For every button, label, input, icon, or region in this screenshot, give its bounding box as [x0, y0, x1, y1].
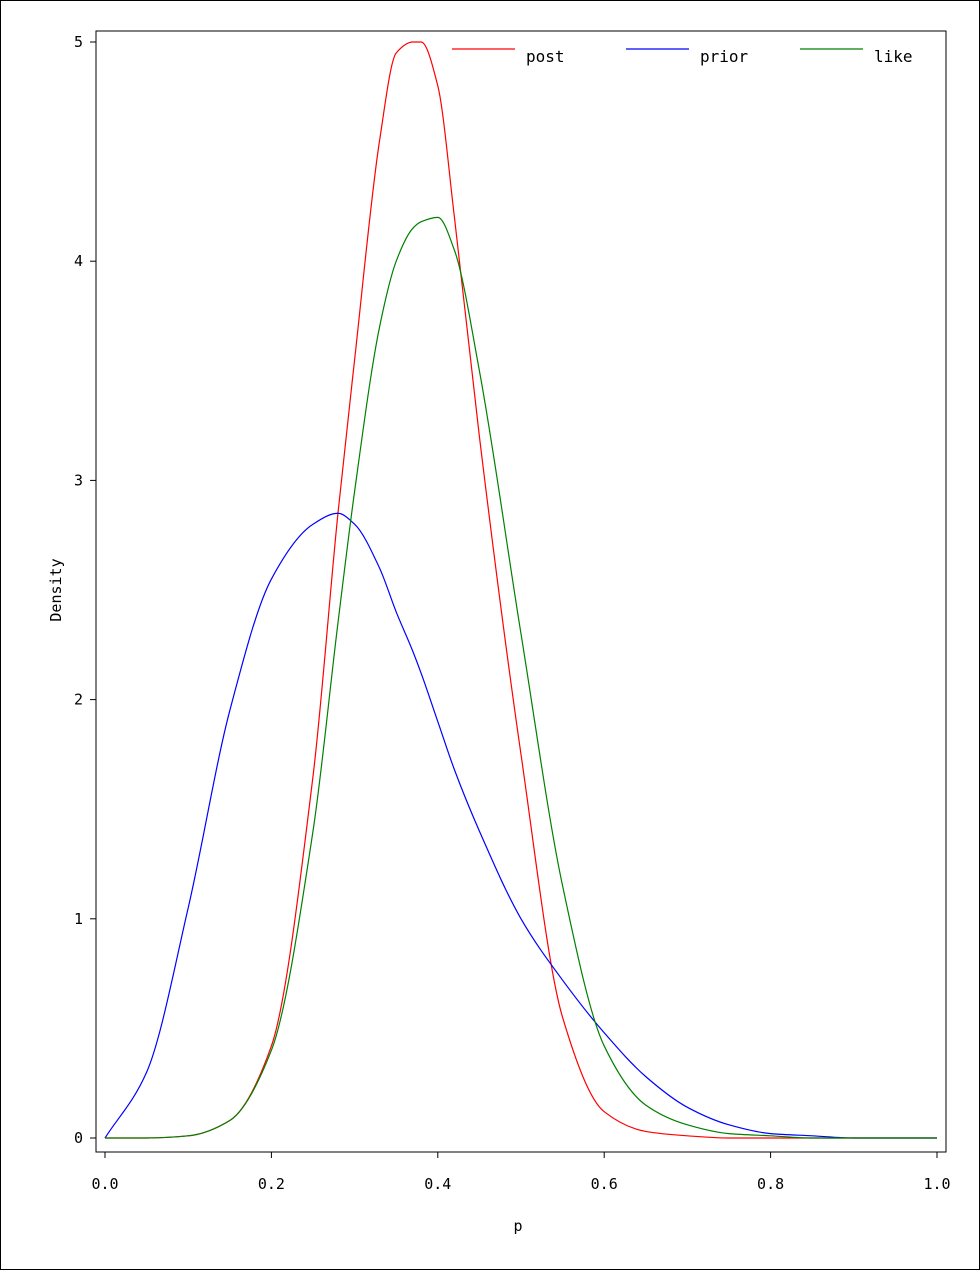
- legend: post prior like: [452, 47, 913, 66]
- x-tick-label: 0.4: [424, 1175, 451, 1193]
- x-tick-label: 1.0: [923, 1175, 950, 1193]
- plot-frame: [95, 30, 947, 1153]
- x-tick-label: 0.8: [757, 1175, 784, 1193]
- y-tick-label: 1: [74, 910, 83, 928]
- x-axis: 0.0 0.2 0.4 0.6 0.8 1.0: [91, 1152, 951, 1193]
- x-axis-title: p: [513, 1217, 522, 1235]
- series-layer: [104, 41, 937, 1139]
- series-line-like: [105, 216, 937, 1139]
- x-tick-label: 0.0: [91, 1175, 118, 1193]
- y-tick-label: 0: [74, 1129, 83, 1147]
- y-axis-title: Density: [47, 558, 65, 621]
- series-line-post: [105, 41, 937, 1139]
- x-tick-label: 0.2: [258, 1175, 285, 1193]
- series-line-prior: [104, 512, 937, 1139]
- y-tick-label: 4: [74, 252, 83, 270]
- y-tick-label: 2: [74, 691, 83, 709]
- legend-label-like: like: [874, 47, 913, 66]
- y-tick-label: 3: [74, 471, 83, 489]
- y-axis: 0 1 2 3 4 5: [74, 33, 96, 1147]
- x-tick-label: 0.6: [591, 1175, 618, 1193]
- y-tick-label: 5: [74, 33, 83, 51]
- legend-label-post: post: [526, 47, 565, 66]
- legend-label-prior: prior: [700, 47, 749, 66]
